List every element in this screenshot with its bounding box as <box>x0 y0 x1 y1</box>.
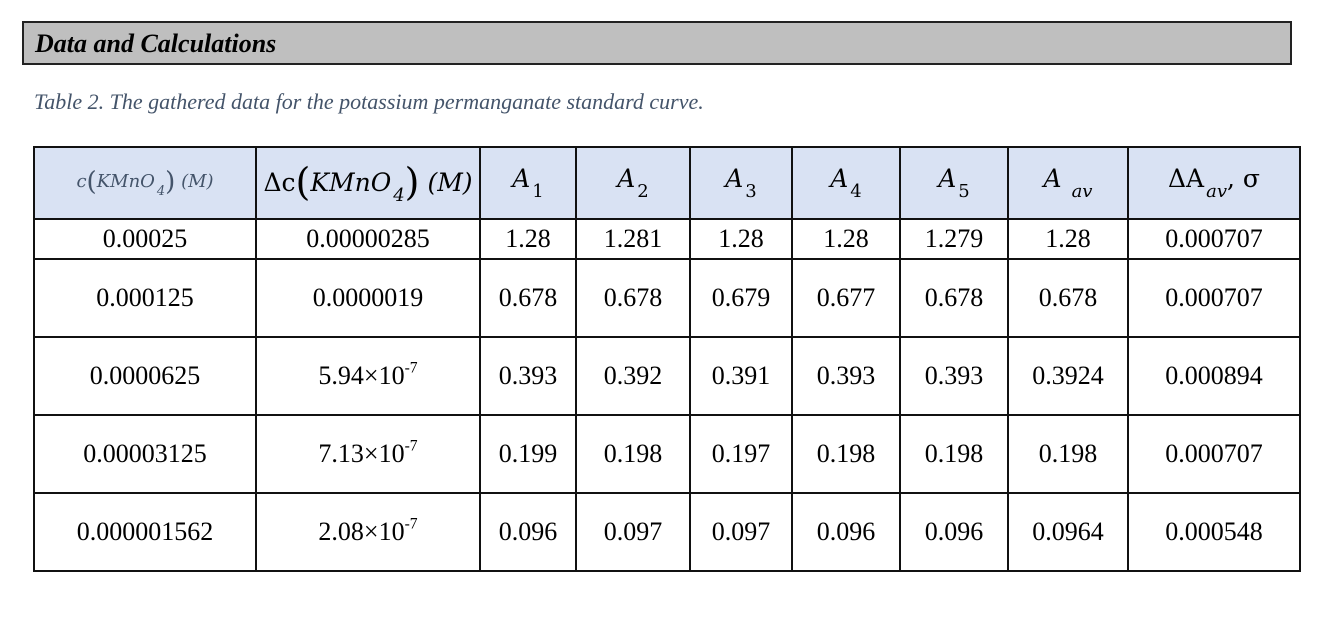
cell-a1: 1.28 <box>479 218 577 260</box>
cell-delta-a-average: 0.000707 <box>1127 414 1301 494</box>
cell-delta-a-average: 0.000707 <box>1127 218 1301 260</box>
cell-a4: 0.198 <box>791 414 901 494</box>
cell-a5: 0.393 <box>899 336 1009 416</box>
section-header: Data and Calculations <box>22 21 1292 65</box>
cell-a-average: 1.28 <box>1007 218 1129 260</box>
cell-concentration: 0.000125 <box>33 258 257 338</box>
table-row: 0.000125 0.0000019 0.678 0.678 0.679 0.6… <box>33 258 1301 338</box>
cell-a2: 0.097 <box>575 492 691 572</box>
header-delta-concentration: Δc(KMnO 4) (M) <box>255 146 481 220</box>
table-row: 0.000001562 2.08×10-7 0.096 0.097 0.097 … <box>33 492 1301 572</box>
cell-a2: 0.198 <box>575 414 691 494</box>
table-row: 0.0000625 5.94×10-7 0.393 0.392 0.391 0.… <box>33 336 1301 416</box>
cell-delta-a-average: 0.000548 <box>1127 492 1301 572</box>
cell-a3: 0.391 <box>689 336 793 416</box>
cell-delta-concentration: 0.0000019 <box>255 258 481 338</box>
cell-delta-concentration: 5.94×10-7 <box>255 336 481 416</box>
cell-a5: 1.279 <box>899 218 1009 260</box>
header-delta-a-average: ΔA av, σ <box>1127 146 1301 220</box>
cell-a5: 0.096 <box>899 492 1009 572</box>
cell-a1: 0.678 <box>479 258 577 338</box>
section-title: Data and Calculations <box>35 29 277 58</box>
cell-concentration: 0.000001562 <box>33 492 257 572</box>
cell-delta-concentration: 7.13×10-7 <box>255 414 481 494</box>
cell-a2: 0.392 <box>575 336 691 416</box>
table-row: 0.00003125 7.13×10-7 0.199 0.198 0.197 0… <box>33 414 1301 494</box>
cell-concentration: 0.00025 <box>33 218 257 260</box>
cell-a1: 0.393 <box>479 336 577 416</box>
cell-a3: 0.197 <box>689 414 793 494</box>
cell-a3: 1.28 <box>689 218 793 260</box>
cell-a3: 0.679 <box>689 258 793 338</box>
cell-a1: 0.199 <box>479 414 577 494</box>
cell-a5: 0.198 <box>899 414 1009 494</box>
cell-a-average: 0.678 <box>1007 258 1129 338</box>
cell-a5: 0.678 <box>899 258 1009 338</box>
cell-delta-a-average: 0.000707 <box>1127 258 1301 338</box>
cell-a4: 1.28 <box>791 218 901 260</box>
cell-a-average: 0.3924 <box>1007 336 1129 416</box>
cell-a-average: 0.0964 <box>1007 492 1129 572</box>
cell-delta-concentration: 0.00000285 <box>255 218 481 260</box>
cell-delta-a-average: 0.000894 <box>1127 336 1301 416</box>
cell-a1: 0.096 <box>479 492 577 572</box>
header-concentration: c(KMnO 4) (M) <box>33 146 257 220</box>
cell-delta-concentration: 2.08×10-7 <box>255 492 481 572</box>
cell-a-average: 0.198 <box>1007 414 1129 494</box>
table-caption: Table 2. The gathered data for the potas… <box>34 89 704 114</box>
table-row: 0.00025 0.00000285 1.28 1.281 1.28 1.28 … <box>33 218 1301 260</box>
cell-a3: 0.097 <box>689 492 793 572</box>
cell-a4: 0.677 <box>791 258 901 338</box>
cell-a2: 0.678 <box>575 258 691 338</box>
cell-a4: 0.096 <box>791 492 901 572</box>
cell-a4: 0.393 <box>791 336 901 416</box>
cell-a2: 1.281 <box>575 218 691 260</box>
cell-concentration: 0.00003125 <box>33 414 257 494</box>
cell-concentration: 0.0000625 <box>33 336 257 416</box>
